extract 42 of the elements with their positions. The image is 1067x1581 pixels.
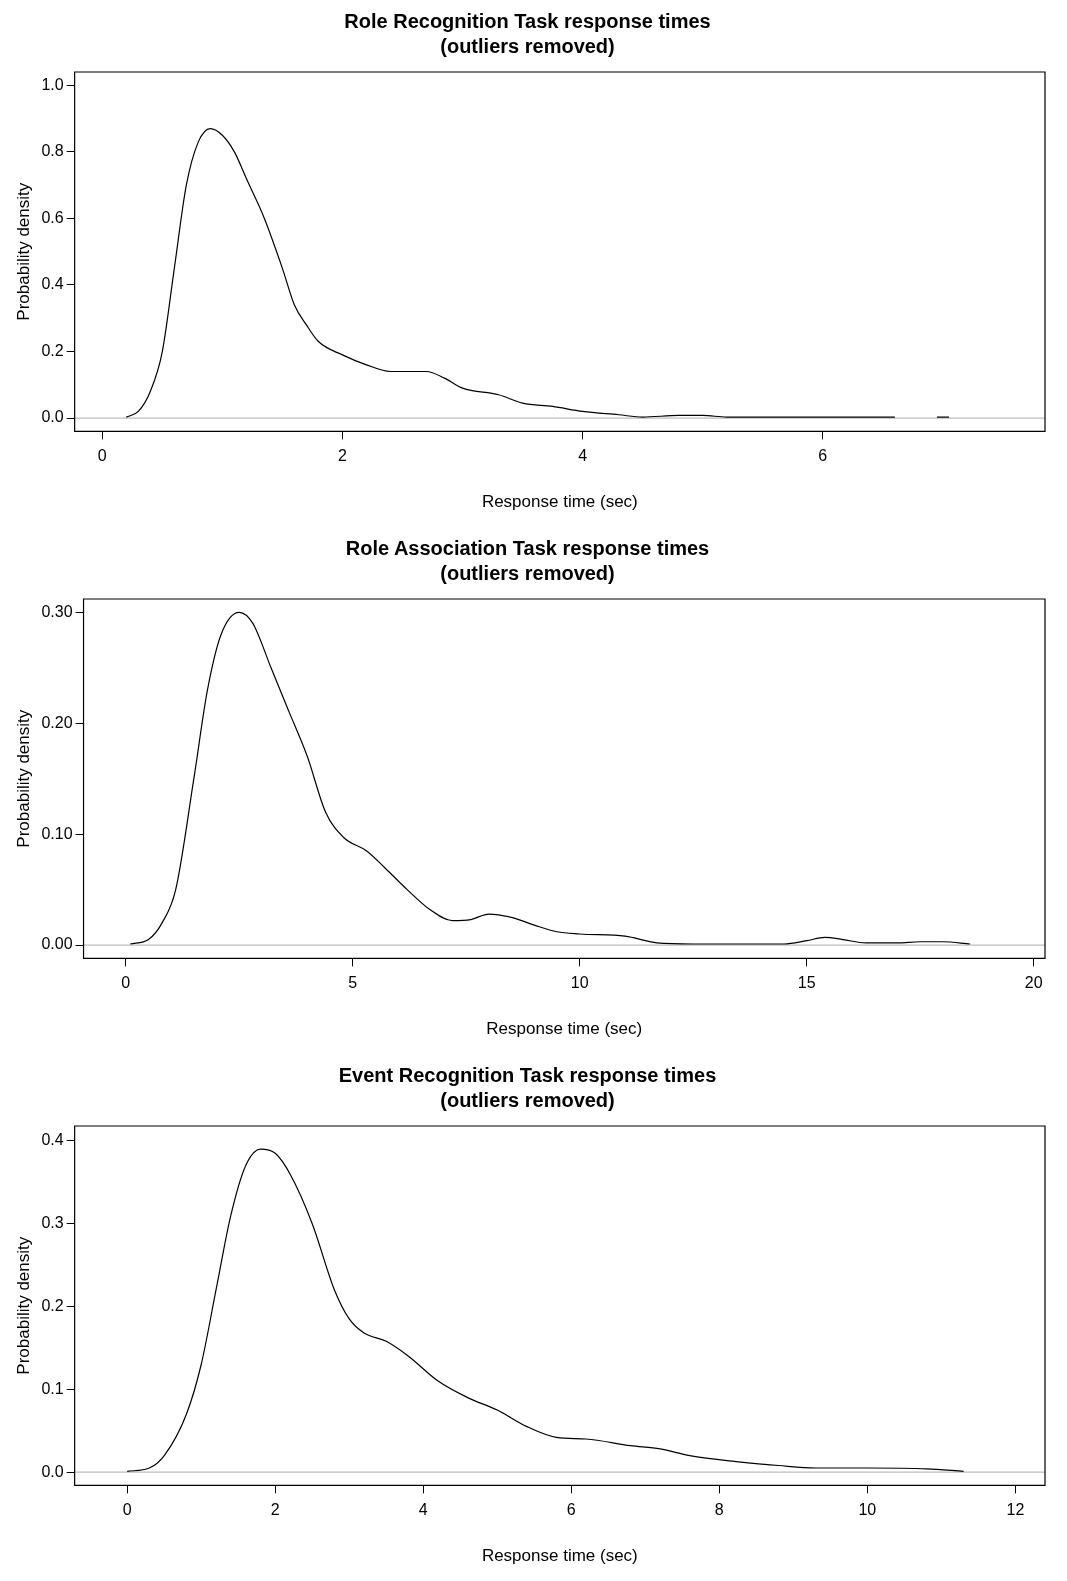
x-tick-label: 4 xyxy=(418,1501,428,1519)
y-tick-label: 0.6 xyxy=(41,208,64,226)
x-tick-label: 6 xyxy=(566,1501,576,1519)
line-series xyxy=(129,611,971,945)
x-tick-label: 0 xyxy=(97,447,107,465)
chart-title: Role Association Task response times (outliers removed) xyxy=(345,537,710,585)
y-tick-label: 0.1 xyxy=(41,1379,64,1397)
x-tick-label: 6 xyxy=(818,447,828,465)
x-tick-label: 4 xyxy=(578,447,588,465)
y-tick-label: 0.2 xyxy=(41,341,64,359)
x-tick-label: 8 xyxy=(714,1501,724,1519)
x-axis-title: Response time (sec) xyxy=(481,1546,638,1566)
y-axis-title: Probability density xyxy=(13,709,33,848)
x-tick-label: 2 xyxy=(270,1501,280,1519)
y-tick-label: 0.8 xyxy=(41,142,64,160)
y-tick-label: 0.4 xyxy=(41,1131,64,1149)
y-axis-title: Probability density xyxy=(13,1236,33,1375)
x-tick-label: 0 xyxy=(121,974,131,992)
x-axis-title: Response time (sec) xyxy=(481,492,638,512)
x-tick-label: 0 xyxy=(122,1501,132,1519)
y-tick-label: 0.3 xyxy=(41,1214,64,1232)
x-tick-label: 10 xyxy=(858,1501,877,1519)
x-tick-label: 2 xyxy=(338,447,347,465)
y-tick-label: 0.4 xyxy=(41,275,64,293)
chart-title: Event Recognition Task response times (outliers removed) xyxy=(338,1064,717,1112)
y-tick-label: 0.30 xyxy=(41,602,73,620)
y-tick-label: 0.10 xyxy=(41,824,73,842)
y-tick-label: 0.00 xyxy=(41,935,73,953)
y-tick-label: 0.0 xyxy=(41,1462,64,1480)
x-tick-label: 10 xyxy=(570,974,589,992)
y-tick-label: 0.0 xyxy=(41,408,64,426)
y-tick-label: 0.20 xyxy=(41,713,73,731)
x-tick-label: 15 xyxy=(797,974,816,992)
y-axis-title: Probability density xyxy=(13,182,33,321)
x-tick-label: 5 xyxy=(348,974,358,992)
y-tick-label: 0.2 xyxy=(41,1296,64,1314)
x-tick-label: 20 xyxy=(1024,974,1043,992)
y-tick-label: 1.0 xyxy=(41,75,64,93)
x-tick-label: 12 xyxy=(1006,1501,1025,1519)
chart-title: Role Recognition Task response times (outliers removed) xyxy=(344,10,711,58)
line-series xyxy=(126,1148,965,1472)
x-axis-title: Response time (sec) xyxy=(486,1019,643,1039)
